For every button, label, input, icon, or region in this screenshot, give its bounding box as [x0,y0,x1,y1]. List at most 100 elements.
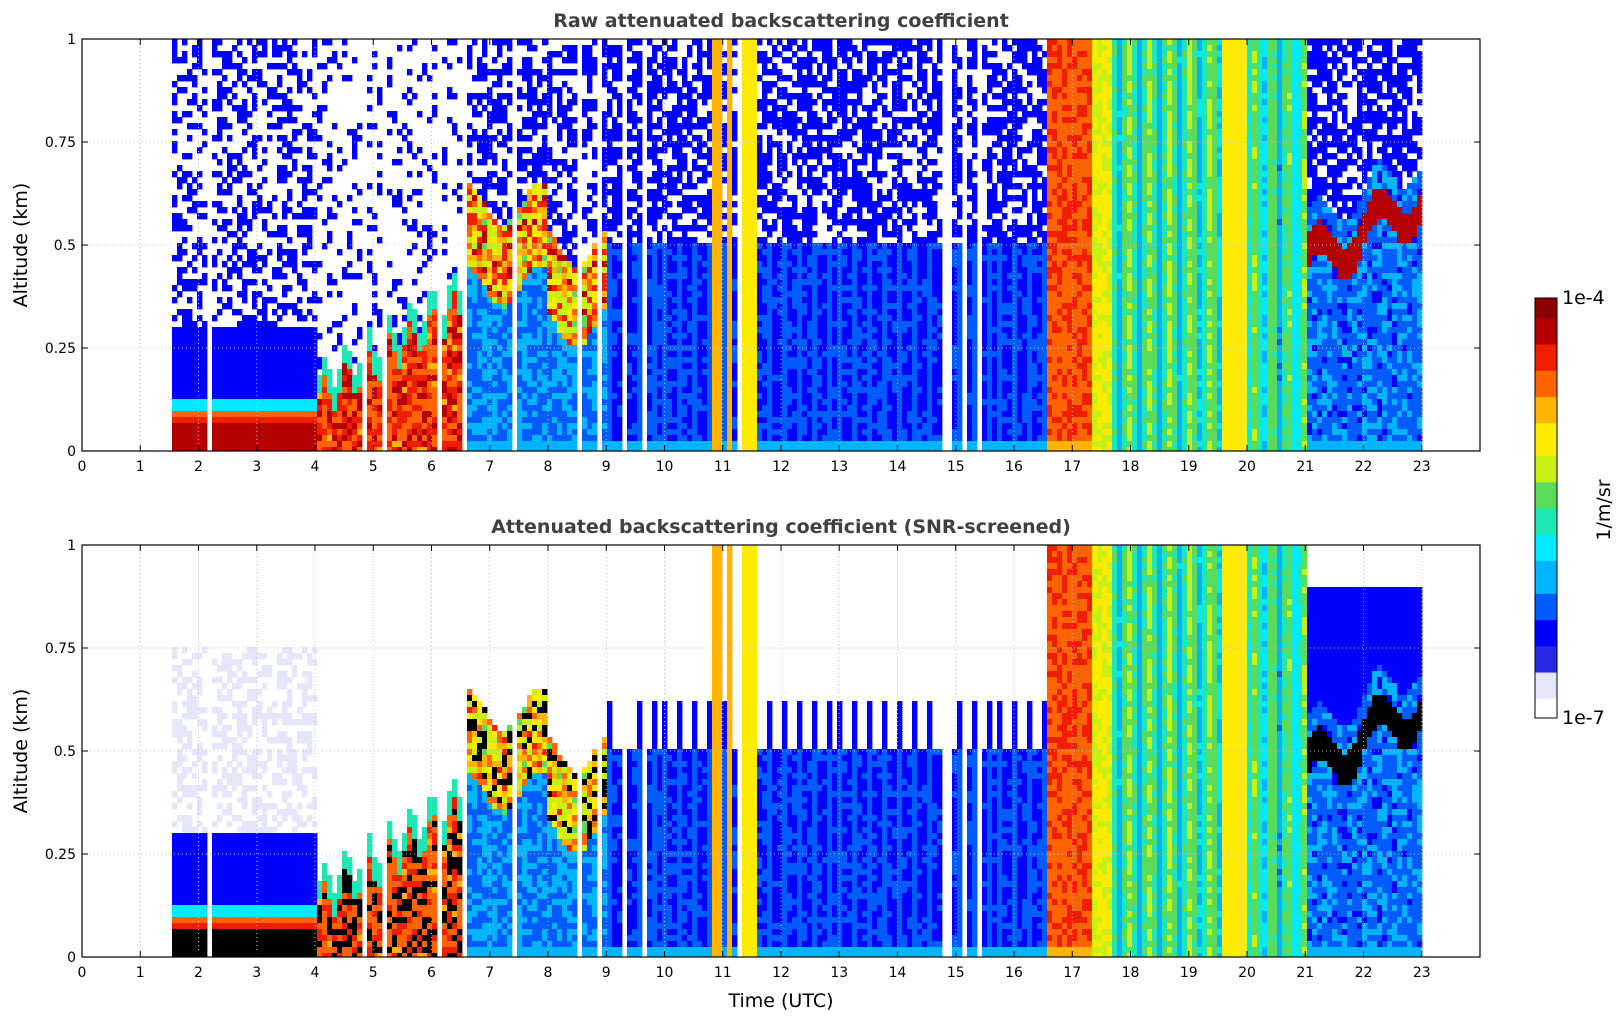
heatmap-cell [282,411,288,418]
heatmap-cell [292,261,298,268]
heatmap-cell [287,195,293,202]
heatmap-cell [522,243,528,250]
heatmap-cell [547,201,553,208]
heatmap-cell [667,327,673,334]
heatmap-cell [272,387,278,394]
heatmap-cell [732,297,738,304]
heatmap-cell [747,309,753,316]
heatmap-cell [602,399,608,406]
heatmap-cell [657,249,663,256]
heatmap-cell [517,159,523,166]
heatmap-cell [347,237,353,244]
heatmap-cell [647,69,653,76]
heatmap-cell [672,255,678,262]
heatmap-cell [757,429,763,436]
heatmap-cell [277,333,283,340]
heatmap-cell [477,147,483,154]
heatmap-cell [572,57,578,64]
heatmap-cell [452,387,458,394]
heatmap-cell [702,297,708,304]
heatmap-cell [682,231,688,238]
heatmap-cell [532,159,538,166]
heatmap-cell [422,249,428,256]
heatmap-cell [742,39,748,46]
heatmap-cell [232,243,238,250]
heatmap-cell [277,243,283,250]
heatmap-cell [262,99,268,106]
heatmap-cell [542,219,548,226]
heatmap-cell [727,267,733,274]
heatmap-cell [487,333,493,340]
heatmap-cell [197,411,203,418]
heatmap-cell [722,243,728,250]
heatmap-cell [267,411,273,418]
heatmap-cell [352,429,358,436]
heatmap-cell [472,129,478,136]
heatmap-cell [547,363,553,370]
heatmap-cell [412,429,418,436]
heatmap-cell [692,75,698,82]
heatmap-cell [647,63,653,70]
heatmap-cell [247,171,253,178]
heatmap-cell [397,381,403,388]
heatmap-cell [342,441,348,448]
heatmap-cell [472,375,478,382]
heatmap-cell [432,429,438,436]
heatmap-cell [542,417,548,424]
heatmap-cell [182,225,188,232]
heatmap-cell [562,285,568,292]
heatmap-cell [757,363,763,370]
heatmap-cell [217,309,223,316]
heatmap-cell [467,255,473,262]
heatmap-cell [712,261,718,268]
heatmap-cell [742,177,748,184]
heatmap-cell [532,291,538,298]
heatmap-cell [697,351,703,358]
heatmap-cell [242,345,248,352]
heatmap-cell [227,57,233,64]
heatmap-cell [562,117,568,124]
heatmap-cell [602,129,608,136]
heatmap-cell [682,75,688,82]
heatmap-cell [447,423,453,430]
heatmap-cell [747,327,753,334]
heatmap-cell [487,429,493,436]
heatmap-cell [762,153,768,160]
heatmap-cell [257,333,263,340]
heatmap-cell [477,381,483,388]
heatmap-cell [247,87,253,94]
heatmap-cell [547,159,553,166]
heatmap-cell [417,423,423,430]
heatmap-cell [517,441,523,448]
heatmap-cell [752,435,758,442]
heatmap-cell [377,189,383,196]
heatmap-cell [677,423,683,430]
heatmap-cell [657,333,663,340]
heatmap-cell [172,99,178,106]
heatmap-cell [227,435,233,442]
heatmap-cell [697,93,703,100]
heatmap-cell [197,279,203,286]
heatmap-cell [507,291,513,298]
heatmap-cell [237,69,243,76]
heatmap-cell [402,135,408,142]
heatmap-cell [182,153,188,160]
heatmap-cell [427,327,433,334]
heatmap-cell [732,405,738,412]
heatmap-cell [602,303,608,310]
heatmap-cell [572,351,578,358]
heatmap-cell [492,69,498,76]
heatmap-cell [402,393,408,400]
heatmap-cell [252,423,258,430]
heatmap-cell [732,381,738,388]
heatmap-cell [212,435,218,442]
heatmap-cell [692,369,698,376]
heatmap-cell [237,369,243,376]
heatmap-cell [747,297,753,304]
heatmap-cell [452,435,458,442]
heatmap-cell [747,339,753,346]
heatmap-cell [227,135,233,142]
heatmap-cell [297,405,303,412]
heatmap-cell [522,177,528,184]
heatmap-cell [342,405,348,412]
